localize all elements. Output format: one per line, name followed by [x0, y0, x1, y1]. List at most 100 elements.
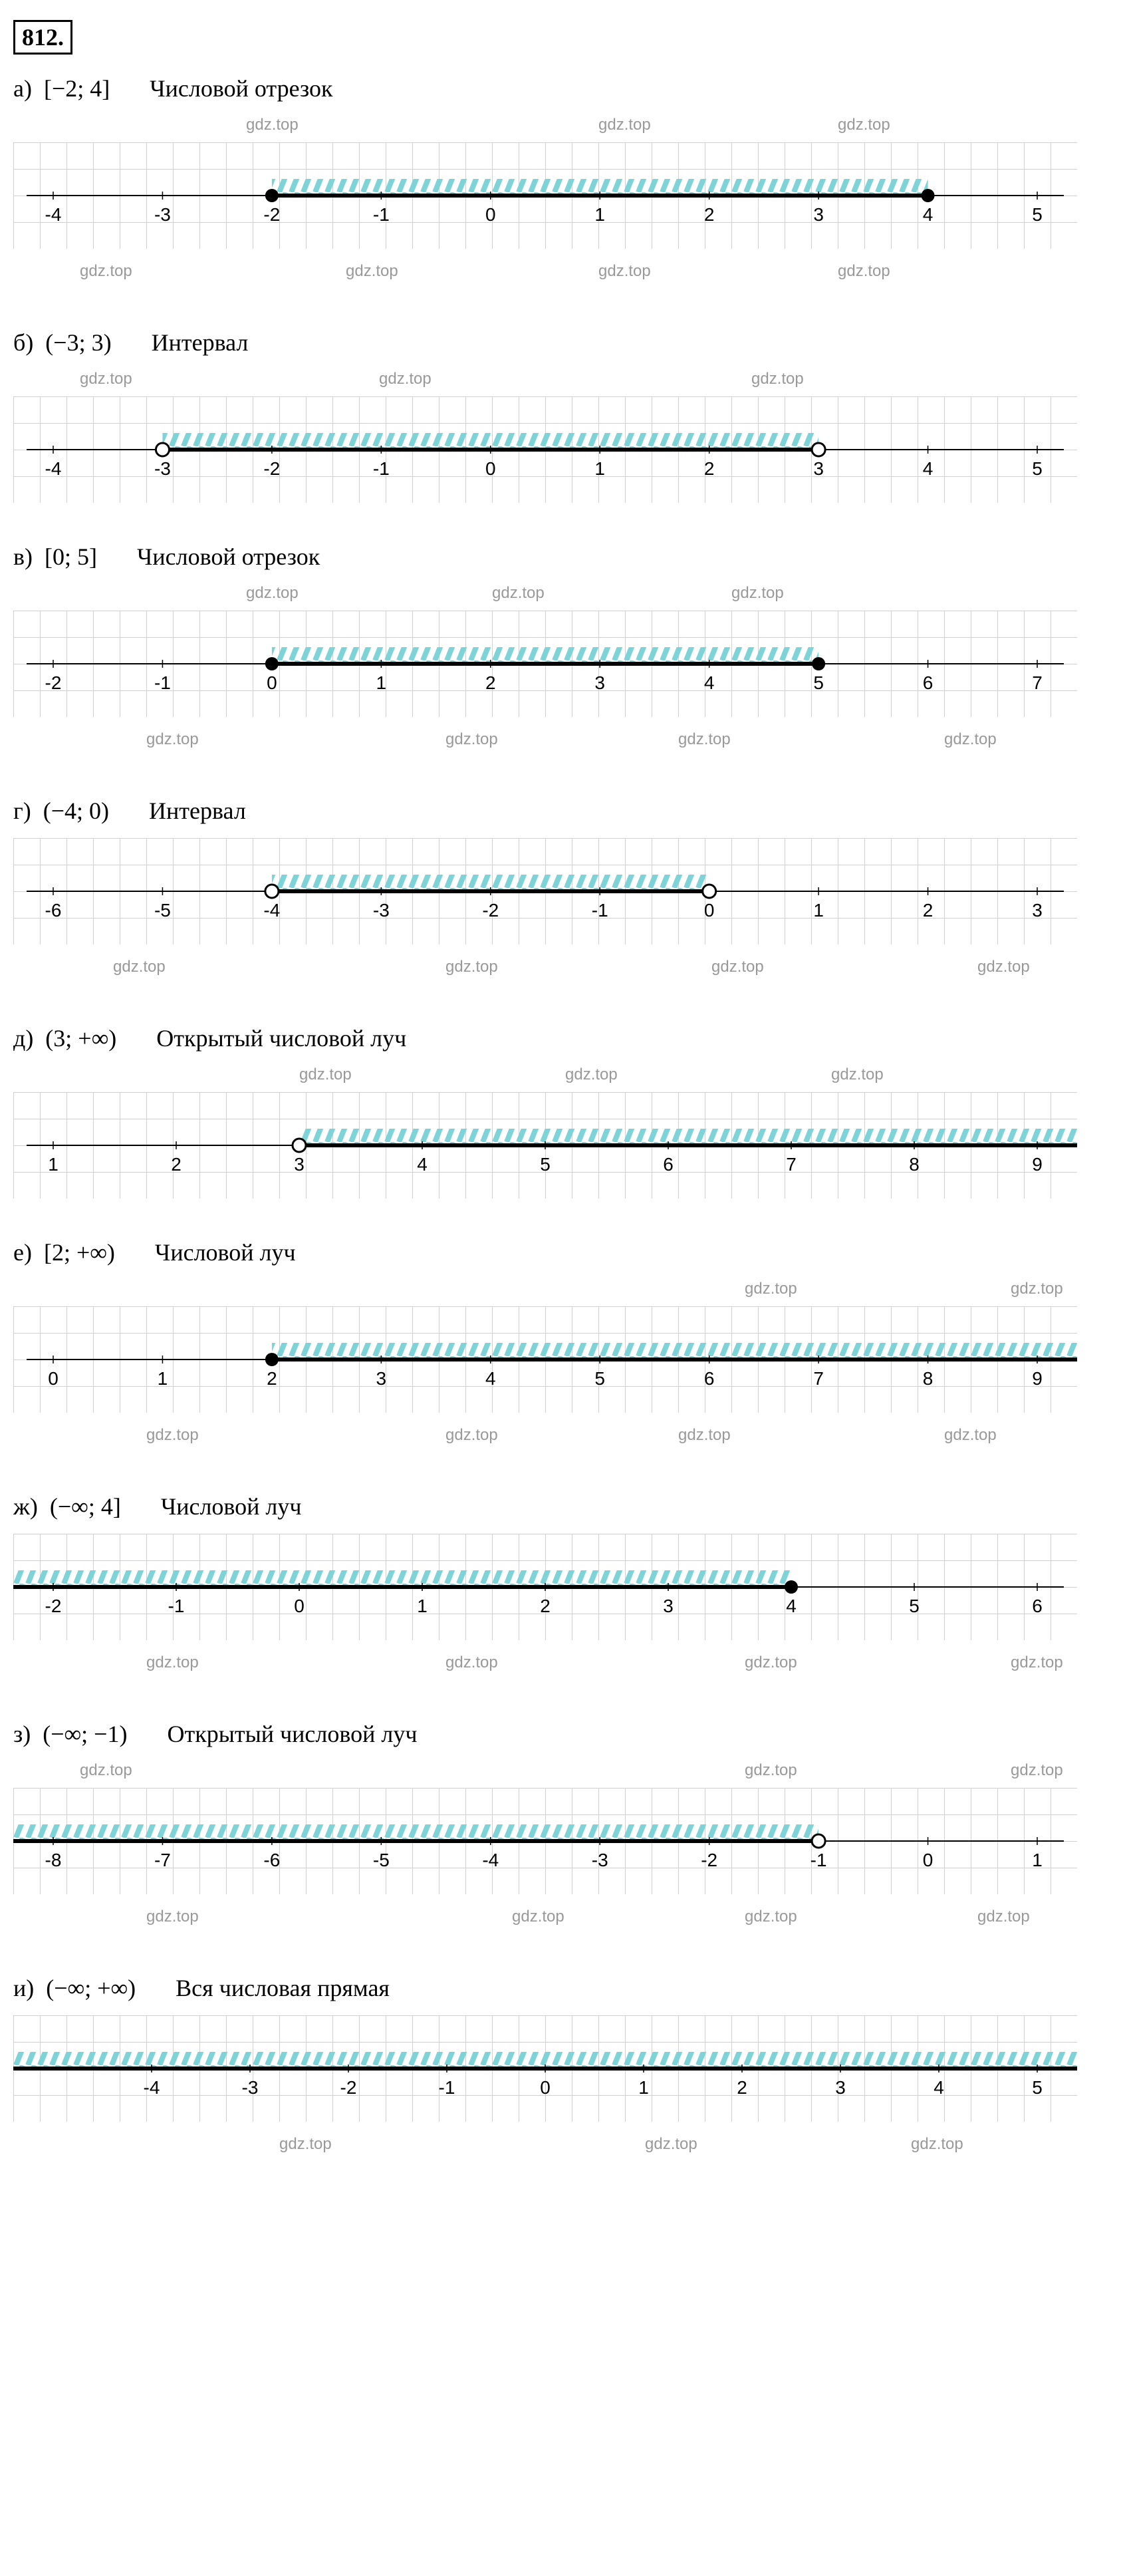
endpoint-closed [922, 189, 935, 202]
number-line-svg: -4-3-2-1012345 [13, 2015, 1077, 2122]
tick-label: 1 [813, 900, 824, 921]
tick-label: -4 [482, 1850, 499, 1870]
watermark-text: gdz.top [598, 116, 651, 134]
tick-label: 3 [813, 458, 824, 479]
watermark-text: gdz.top [977, 1908, 1030, 1926]
tick-label: -2 [340, 2077, 357, 2098]
subproblem-header: з) (−∞; −1)Открытый числовой луч [13, 1720, 1110, 1748]
subproblem-header: и) (−∞; +∞)Вся числовая прямая [13, 1974, 1110, 2002]
tick-label: 5 [540, 1154, 551, 1175]
watermark-row: gdz.topgdz.topgdz.topgdz.top [13, 1908, 1077, 1934]
watermark-text: gdz.top [745, 1761, 797, 1780]
tick-label: -2 [263, 458, 280, 479]
letter-interval-group: в) [0; 5] [13, 543, 97, 571]
watermark-text: gdz.top [678, 1426, 731, 1445]
tick-label: -4 [45, 204, 62, 225]
tick-label: 7 [813, 1368, 824, 1389]
tick-label: 4 [786, 1596, 797, 1616]
tick-label: 1 [594, 204, 605, 225]
tick-label: 8 [909, 1154, 920, 1175]
tick-label: 9 [1032, 1368, 1043, 1389]
watermark-text: gdz.top [146, 1653, 199, 1672]
endpoint-closed [265, 189, 279, 202]
tick-label: 3 [594, 672, 605, 693]
watermark-text: gdz.top [146, 1908, 199, 1926]
interval-hatch [299, 1129, 1077, 1145]
tick-label: -2 [45, 672, 62, 693]
interval-type-name: Числовой отрезок [137, 543, 320, 571]
tick-label: -1 [373, 204, 390, 225]
watermark-text: gdz.top [299, 1066, 352, 1084]
letter-interval-group: а) [−2; 4] [13, 74, 110, 102]
subproblem-header: е) [2; +∞)Числовой луч [13, 1238, 1110, 1266]
endpoint-open [293, 1139, 306, 1152]
interval-hatch [272, 1343, 1077, 1360]
tick-label: 6 [923, 672, 934, 693]
tick-label: 0 [704, 900, 715, 921]
endpoint-open [703, 885, 716, 898]
tick-label: 2 [267, 1368, 277, 1389]
tick-label: 3 [376, 1368, 387, 1389]
number-line-container: -4-3-2-1012345 [13, 2015, 1077, 2122]
subproblem: е) [2; +∞)Числовой лучgdz.topgdz.top0123… [13, 1238, 1110, 1453]
tick-label: 3 [835, 2077, 846, 2098]
tick-label: 4 [485, 1368, 496, 1389]
tick-label: -2 [45, 1596, 62, 1616]
tick-label: 6 [663, 1154, 674, 1175]
tick-label: 4 [934, 2077, 944, 2098]
watermark-text: gdz.top [944, 730, 997, 749]
endpoint-closed [785, 1580, 798, 1594]
tick-label: 2 [485, 672, 496, 693]
tick-label: 0 [48, 1368, 59, 1389]
subproblem-header: г) (−4; 0)Интервал [13, 797, 1110, 825]
subproblem-header: а) [−2; 4]Числовой отрезок [13, 74, 1110, 102]
tick-label: 0 [267, 672, 277, 693]
tick-label: 2 [704, 458, 715, 479]
watermark-text: gdz.top [1011, 1280, 1063, 1298]
endpoint-open [812, 443, 825, 456]
watermark-text: gdz.top [146, 1426, 199, 1445]
tick-label: 2 [171, 1154, 182, 1175]
letter-interval-group: г) (−4; 0) [13, 797, 109, 825]
number-line-svg: -2-101234567 [13, 611, 1077, 717]
subproblem: в) [0; 5]Числовой отрезокgdz.topgdz.topg… [13, 543, 1110, 757]
tick-label: -6 [45, 900, 62, 921]
subproblem: з) (−∞; −1)Открытый числовой луч gdz.top g… [13, 1720, 1110, 1934]
watermark-row: gdz.topgdz.topgdz.top [13, 1066, 1077, 1092]
tick-label: 1 [158, 1368, 168, 1389]
tick-label: 5 [813, 672, 824, 693]
tick-label: -1 [439, 2077, 455, 2098]
interval-hatch [13, 1824, 818, 1841]
number-line-svg: -6-5-4-3-2-10123 [13, 838, 1077, 944]
watermark-text: gdz.top [445, 1426, 498, 1445]
watermark-text: gdz.top [346, 262, 398, 281]
watermark-row: gdz.topgdz.top [13, 1280, 1077, 1306]
watermark-text: gdz.top [146, 730, 199, 749]
watermark-text: gdz.top [565, 1066, 618, 1084]
tick-label: -3 [154, 204, 171, 225]
watermark-text: gdz.top [838, 262, 890, 281]
tick-label: -4 [45, 458, 62, 479]
tick-label: 0 [294, 1596, 305, 1616]
tick-label: 0 [485, 204, 496, 225]
tick-label: -7 [154, 1850, 171, 1870]
subproblem: ж) (−∞; 4]Числовой луч-2-10123456gdz.top… [13, 1493, 1110, 1680]
tick-label: 2 [704, 204, 715, 225]
number-line-container: -4-3-2-1012345 [13, 396, 1077, 503]
subproblem: г) (−4; 0)Интервал-6-5-4-3-2-10123gdz.to… [13, 797, 1110, 984]
subproblem-header: б) (−3; 3)Интервал [13, 329, 1110, 357]
tick-label: 2 [737, 2077, 747, 2098]
tick-label: -3 [242, 2077, 259, 2098]
tick-label: 0 [540, 2077, 551, 2098]
tick-label: 5 [1032, 2077, 1043, 2098]
tick-label: 8 [923, 1368, 934, 1389]
tick-label: 3 [813, 204, 824, 225]
watermark-row: gdz.topgdz.topgdz.topgdz.top [13, 262, 1077, 289]
tick-label: -6 [263, 1850, 280, 1870]
number-line-container: -2-101234567 [13, 611, 1077, 717]
number-line-container: -2-10123456 [13, 1534, 1077, 1640]
interval-type-name: Открытый числовой луч [167, 1720, 417, 1748]
watermark-text: gdz.top [80, 370, 132, 388]
tick-label: 1 [417, 1596, 428, 1616]
interval-type-name: Числовой луч [155, 1238, 296, 1266]
